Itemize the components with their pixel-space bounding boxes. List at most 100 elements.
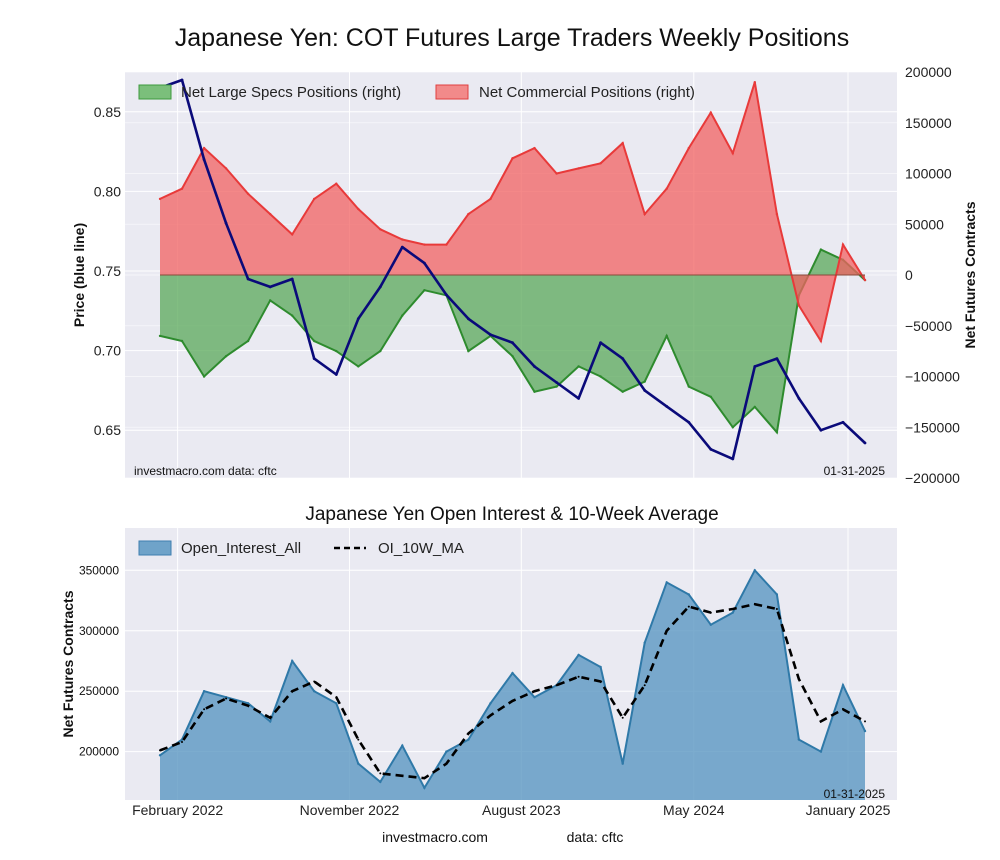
open-interest-point	[687, 593, 690, 596]
price-point	[489, 333, 492, 337]
open-interest-point	[313, 690, 316, 693]
moving-average-point	[269, 716, 272, 719]
moving-average-point	[731, 608, 734, 610]
specs-area-point	[202, 375, 206, 378]
left-tick-label: 0.70	[94, 343, 121, 359]
commercial-area-point	[621, 141, 624, 145]
moving-average-point	[247, 704, 250, 707]
commercial-area-point	[357, 207, 360, 211]
commercial-area-point	[335, 182, 338, 185]
open-interest-point	[775, 593, 779, 596]
specs-area-point	[357, 365, 360, 368]
moving-average-point	[864, 720, 866, 723]
moving-average-point	[775, 608, 778, 610]
specs-area-point	[577, 365, 580, 368]
right-tick-label: 100000	[905, 166, 952, 182]
left-tick-label: 0.80	[94, 183, 121, 199]
bottom-x-axis-ticks: February 2022 November 2022 August 2023 May…	[132, 802, 891, 818]
commercial-area-point	[863, 278, 867, 282]
moving-average-point	[555, 684, 558, 687]
top-series-areas	[158, 81, 867, 435]
commercial-area-point	[158, 197, 162, 201]
bottom-x-tick-label: February 2022	[132, 802, 223, 818]
right-tick-label: −100000	[905, 369, 960, 385]
specs-area-point	[224, 355, 228, 358]
top-date-label: 01-31-2025	[824, 464, 886, 478]
open-interest-point	[753, 569, 756, 572]
open-interest-point	[599, 665, 602, 669]
right-tick-label: −200000	[905, 470, 960, 486]
top-chart: 0.85 0.80 0.75 0.70 0.65 200000 150000 100000 5…	[71, 64, 978, 486]
bottom-x-tick-label: May 2024	[663, 802, 725, 818]
bottom-x-tick-label: January 2025	[806, 802, 891, 818]
price-point	[533, 365, 536, 368]
price-point	[709, 447, 713, 451]
price-point	[621, 357, 625, 360]
specs-area-point	[621, 390, 624, 393]
left-tick-label: 0.75	[94, 263, 121, 279]
left-tick-label: 0.85	[94, 104, 121, 120]
open-interest-point	[709, 623, 712, 626]
specs-area-point	[158, 334, 162, 338]
moving-average-group	[159, 602, 866, 780]
open-interest-point	[797, 738, 801, 741]
bottom-y-tick-label: 350000	[79, 563, 119, 577]
specs-area-point	[511, 355, 514, 358]
price-point	[400, 245, 404, 249]
moving-average-point	[467, 732, 470, 735]
specs-area-point	[401, 314, 404, 317]
open-interest-point	[423, 786, 426, 790]
commercial-area-point	[643, 212, 646, 216]
legend-label-commercial: Net Commercial Positions (right)	[479, 84, 695, 101]
specs-area-point	[313, 339, 316, 343]
specs-area-point	[555, 385, 558, 388]
moving-average-point	[599, 680, 602, 683]
price-point	[819, 428, 823, 432]
commercial-area-point	[841, 243, 845, 246]
moving-average-point	[643, 684, 646, 687]
commercial-area-point	[202, 146, 206, 150]
open-interest-point	[533, 696, 536, 699]
specs-area-point	[599, 375, 602, 378]
commercial-area-point	[180, 187, 184, 190]
moving-average-point	[401, 774, 404, 777]
moving-average-point	[181, 741, 183, 743]
right-tick-label: 50000	[905, 216, 944, 232]
commercial-area-point	[533, 146, 536, 150]
moving-average-point	[313, 680, 316, 683]
commercial-area-point	[269, 212, 272, 216]
commercial-area-point	[313, 197, 316, 201]
bottom-y-axis-label: Net Futures Contracts	[60, 590, 76, 737]
price-point	[863, 441, 867, 445]
specs-area-point	[379, 349, 382, 353]
specs-area-point	[775, 431, 779, 434]
commercial-area-point	[489, 197, 492, 201]
commercial-area-point	[687, 146, 690, 150]
price-point	[511, 341, 514, 345]
price-point	[356, 317, 360, 321]
specs-area-point	[335, 349, 338, 353]
legend-label-open-interest: Open_Interest_All	[181, 540, 301, 557]
price-point	[599, 341, 602, 345]
moving-average-point	[335, 696, 338, 699]
moving-average-point	[819, 720, 822, 723]
open-interest-area-group	[158, 568, 867, 800]
moving-average-point	[621, 716, 624, 719]
open-interest-point	[731, 611, 734, 614]
left-axis-ticks: 0.85 0.80 0.75 0.70 0.65	[94, 104, 121, 438]
price-point	[445, 293, 448, 297]
price-point	[246, 277, 250, 281]
moving-average-point	[842, 708, 844, 711]
open-interest-point	[467, 738, 470, 741]
chart-title: Japanese Yen: COT Futures Large Traders …	[175, 24, 849, 52]
open-interest-point	[665, 581, 668, 584]
footer-source: data: cftc	[567, 829, 624, 845]
moving-average-point	[753, 603, 756, 606]
right-tick-label: 150000	[905, 115, 952, 131]
open-interest-point	[158, 754, 162, 757]
price-point	[665, 405, 669, 408]
price-point	[687, 420, 691, 424]
commercial-area-point	[599, 162, 602, 165]
specs-area-point	[819, 248, 823, 251]
open-interest-point	[489, 702, 492, 705]
